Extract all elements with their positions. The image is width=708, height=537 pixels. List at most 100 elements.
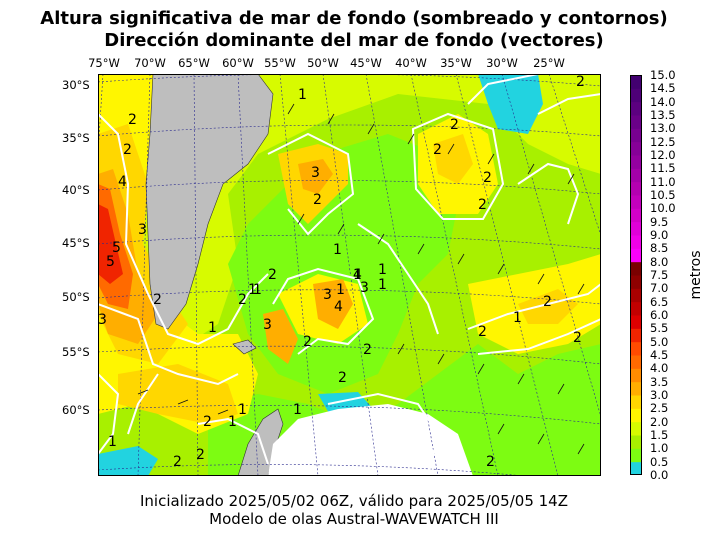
contour-label: 5 [112, 240, 121, 256]
contour-label: 1 [238, 402, 247, 418]
colorbar-segment [630, 381, 642, 396]
lon-label: 75°W [88, 56, 120, 70]
colorbar-tick: 1.5 [650, 428, 669, 442]
contour-label: 2 [450, 117, 459, 133]
colorbar-tick: 2.0 [650, 414, 669, 429]
colorbar-segment [630, 288, 642, 303]
contour-label: 2 [313, 192, 322, 208]
colorbar-segment [630, 435, 642, 449]
colorbar-tick: 14.0 [650, 94, 676, 109]
contour-label: 2 [478, 324, 487, 340]
colorbar-segment [630, 328, 642, 343]
footer-model: Modelo de olas Austral-WAVEWATCH III [209, 510, 499, 528]
colorbar-segment [630, 368, 642, 383]
colorbar-tick: 15.0 [650, 68, 676, 82]
swell-zone-calm-southwest [98, 446, 158, 476]
lon-label: 65°W [178, 56, 210, 70]
colorbar-tick: 3.0 [650, 388, 669, 402]
colorbar [630, 75, 642, 475]
colorbar-segment [630, 115, 642, 129]
colorbar-tick: 12.0 [650, 148, 676, 162]
contour-label: 1 [378, 262, 387, 278]
colorbar-tick: 0.0 [650, 468, 669, 482]
colorbar-tick: 10.5 [650, 188, 676, 202]
colorbar-segment [630, 461, 642, 475]
swell-zone-central-north-core [298, 159, 333, 194]
colorbar-tick: 13.0 [650, 121, 676, 136]
colorbar-tick: 6.5 [650, 294, 669, 309]
contour-label: 2 [128, 112, 137, 128]
contour-label: 1 [293, 402, 302, 418]
contour-label: 2 [338, 370, 347, 386]
lat-label: 45°S [62, 236, 90, 250]
land-falklands [232, 339, 257, 355]
colorbar-tick: 5.0 [650, 334, 669, 349]
contour-label: 2 [433, 142, 442, 158]
swell-vectors [137, 103, 585, 455]
colorbar-segment [630, 341, 642, 356]
contour-label: 2 [486, 454, 495, 470]
lon-label: 35°W [440, 56, 472, 70]
colorbar-tick: 4.0 [650, 361, 669, 376]
colorbar-tick: 9.0 [650, 228, 669, 242]
colorbar-tick: 10.0 [650, 201, 676, 216]
contour-label: 3 [360, 280, 369, 296]
colorbar-segment [630, 181, 642, 196]
colorbar-tick: 3.5 [650, 374, 669, 389]
contour-label: 3 [323, 287, 332, 303]
contour-label: 2 [363, 342, 372, 358]
lon-label: 70°W [134, 56, 166, 70]
swell-zone-central-core [313, 279, 353, 329]
lat-label: 35°S [62, 131, 90, 145]
sea-ice [268, 404, 473, 476]
contour-label: 2 [123, 142, 132, 158]
contour-label: 1 [336, 282, 345, 298]
colorbar-tick: 7.5 [650, 268, 669, 282]
colorbar-tick: 9.5 [650, 214, 669, 229]
contour-label-group: 1 1 1 1 1 1 1 1 1 1 1 1 1 1 2 2 2 2 2 2 … [98, 74, 585, 470]
colorbar-segment [630, 261, 642, 276]
contour-label: 1 [208, 320, 217, 336]
colorbar-tick: 8.5 [650, 241, 669, 256]
contour-label: 2 [153, 292, 162, 308]
lon-label: 45°W [350, 56, 382, 70]
contour-label: 1 [108, 434, 117, 450]
map-frame [98, 74, 601, 476]
colorbar-tick: 14.5 [650, 81, 676, 96]
colorbar-tick: 11.5 [650, 161, 676, 176]
colorbar-segment [630, 75, 642, 89]
contour-label: 1 [513, 310, 522, 326]
colorbar-tick: 0.5 [650, 454, 669, 469]
contour-label: 3 [311, 165, 320, 181]
contour-label: 4 [353, 267, 362, 283]
colorbar-segment [630, 395, 642, 409]
colorbar-segment [630, 101, 642, 116]
colorbar-segment [630, 248, 642, 263]
colorbar-segment [630, 355, 642, 369]
colorbar-segment [630, 195, 642, 209]
footer-init: Inicializado 2025/05/02 06Z, válido para… [140, 492, 568, 510]
contour-label: 2 [196, 447, 205, 463]
colorbar-segment [630, 141, 642, 156]
contour-label: 2 [543, 294, 552, 310]
contour-label: 1 [378, 277, 387, 293]
colorbar-segment [630, 128, 642, 143]
contour-label: 2 [238, 292, 247, 308]
colorbar-tick: 8.0 [650, 254, 669, 269]
contour-label: 1 [298, 87, 307, 103]
colorbar-tick: 1.0 [650, 441, 669, 456]
colorbar-segment [630, 168, 642, 183]
colorbar-segment [630, 208, 642, 223]
colorbar-tick: 6.0 [650, 308, 669, 322]
contour-label: 1 [253, 282, 262, 298]
contours [98, 74, 601, 476]
colorbar-segment [630, 155, 642, 169]
map-title: Altura significativa de mar de fondo (so… [40, 8, 668, 29]
colorbar-frame [630, 75, 642, 475]
colorbar-segment [630, 275, 642, 289]
contour-label: 3 [98, 312, 107, 328]
colorbar-segment [630, 221, 642, 236]
contour-label: 3 [263, 317, 272, 333]
contour-label: 2 [303, 334, 312, 350]
contour-label: 2 [268, 267, 277, 283]
